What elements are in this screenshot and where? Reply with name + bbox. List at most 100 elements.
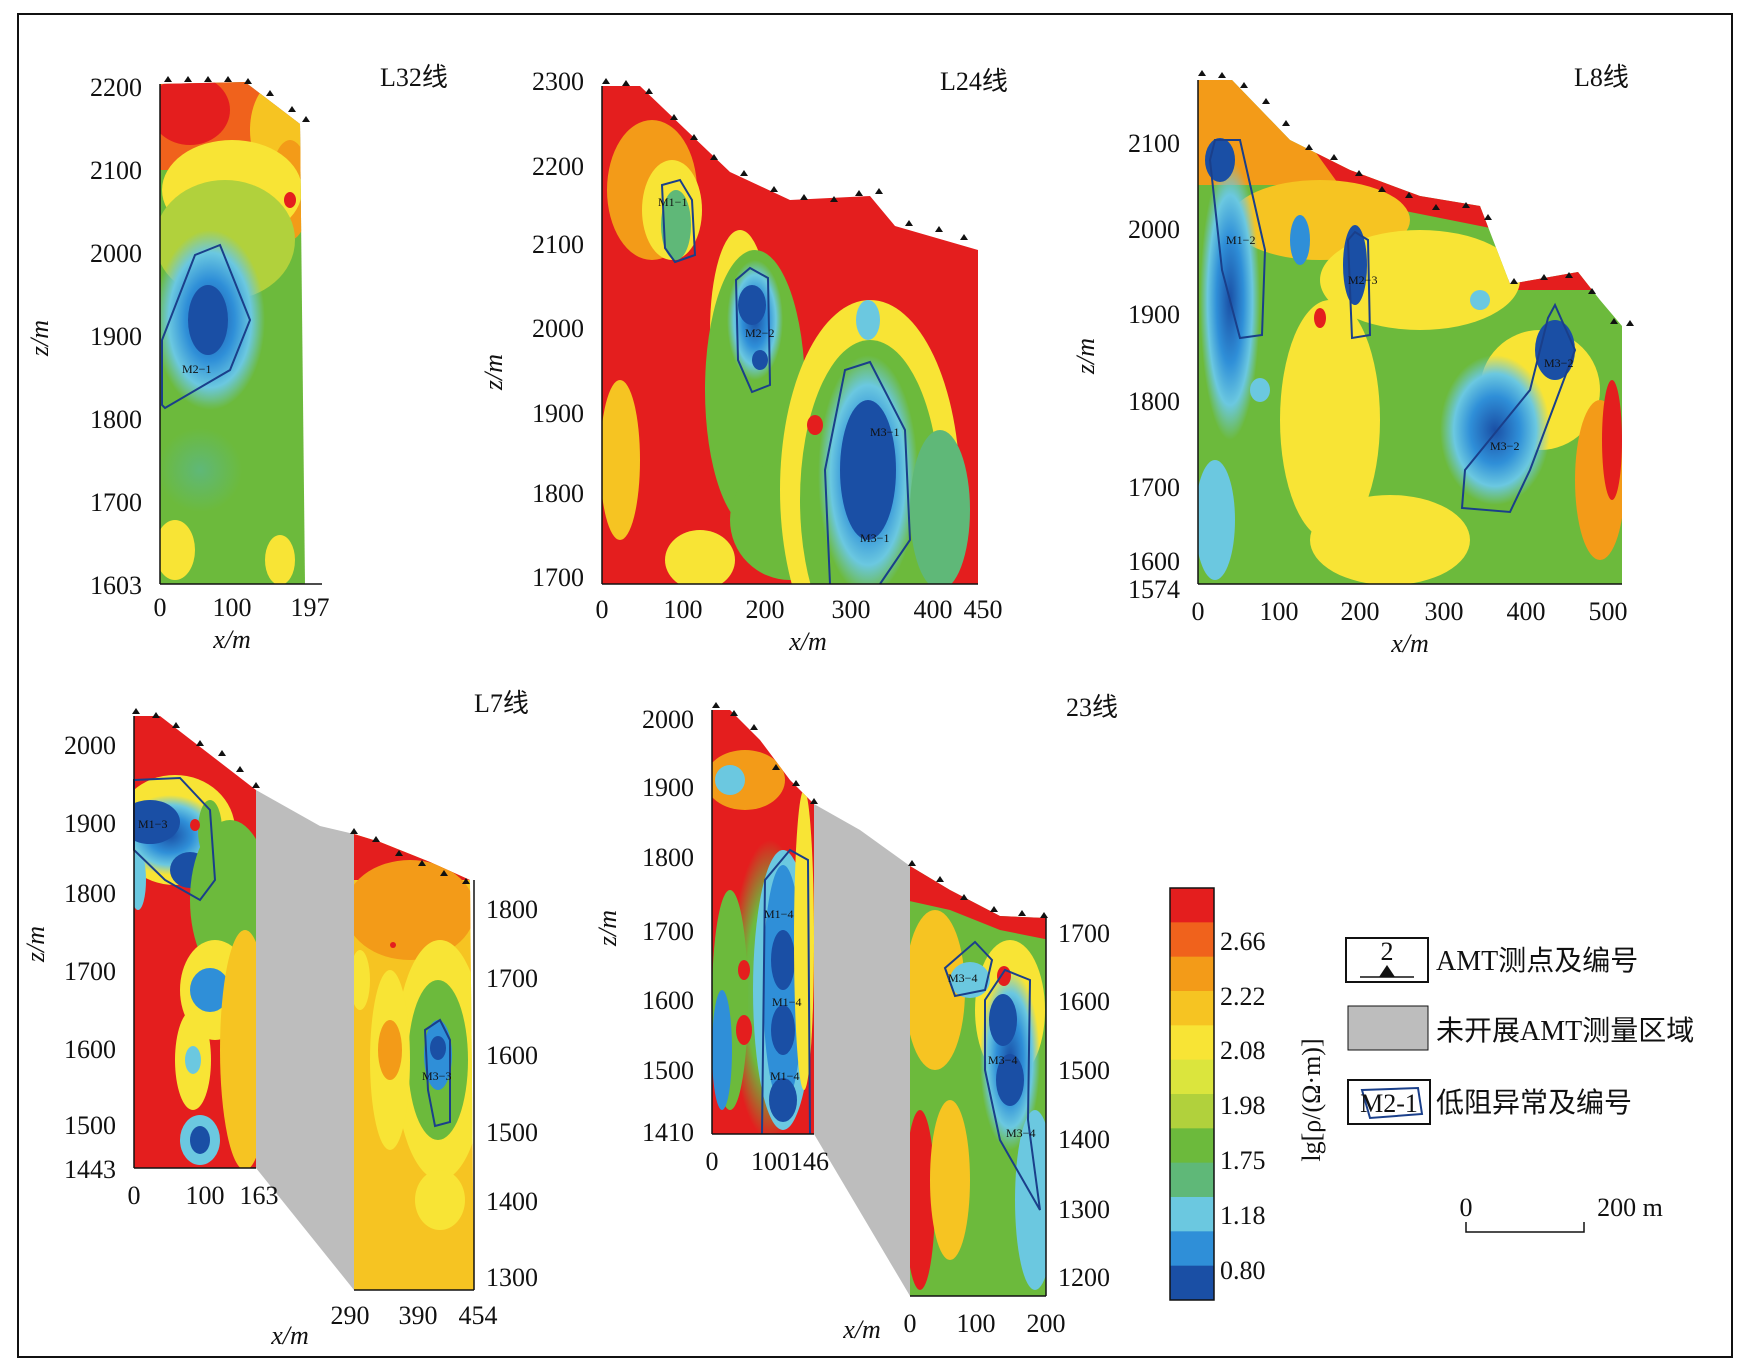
23-title: 23线 bbox=[1066, 693, 1118, 722]
unsurveyed-area bbox=[814, 804, 910, 1296]
station-markers bbox=[164, 76, 310, 122]
colorbar-frame bbox=[1169, 887, 1215, 1301]
anomaly-label-m2-1: M2−1 bbox=[182, 362, 211, 376]
23-right-section-image bbox=[910, 866, 1046, 1296]
z-tick: 1443 bbox=[64, 1155, 116, 1184]
anomaly-label-m3-1: M3−1 bbox=[870, 425, 899, 439]
z-tick: 1800 bbox=[90, 405, 142, 434]
l32-title: L32线 bbox=[380, 63, 448, 92]
z-tick: 1700 bbox=[642, 917, 694, 946]
z-tick: 2100 bbox=[1128, 129, 1180, 158]
z-tick: 1400 bbox=[486, 1187, 538, 1216]
x-tick: 290 bbox=[331, 1301, 370, 1330]
colorbar-tick: 1.18 bbox=[1220, 1201, 1266, 1230]
scale-bar: 0 200 m bbox=[1460, 1193, 1663, 1233]
z-tick: 1900 bbox=[532, 399, 584, 428]
z-tick: 1900 bbox=[642, 773, 694, 802]
colorbar-cell bbox=[1170, 1025, 1214, 1061]
l7-left-section-image bbox=[134, 716, 256, 1168]
l24-section-image bbox=[602, 86, 978, 584]
23-left-section-image bbox=[712, 710, 814, 1134]
x-tick: 163 bbox=[240, 1181, 279, 1210]
z-tick: 1300 bbox=[486, 1263, 538, 1292]
z-tick: 2000 bbox=[64, 731, 116, 760]
legend-gray-text: 未开展AMT测量区域 bbox=[1436, 1015, 1694, 1047]
l32-z-label: z/m bbox=[25, 320, 54, 357]
anomaly-outline-m1-4 bbox=[761, 848, 811, 1135]
23-right-z-ticks: 1700 1600 1500 1400 1300 1200 bbox=[1058, 919, 1110, 1292]
l7-title: L7线 bbox=[474, 689, 529, 718]
x-tick: 454 bbox=[459, 1301, 498, 1330]
z-tick: 1574 bbox=[1128, 575, 1180, 604]
colorbar-tick: 2.08 bbox=[1220, 1036, 1266, 1065]
anomaly-label-m3-2: M3−2 bbox=[1544, 356, 1573, 370]
legend-anomaly-code: M2-1 bbox=[1360, 1089, 1418, 1118]
colorbar-cell bbox=[1170, 922, 1214, 958]
z-tick: 1600 bbox=[64, 1035, 116, 1064]
x-tick: 100 bbox=[664, 595, 703, 624]
anomaly-label-m3-3: M3−3 bbox=[422, 1069, 451, 1083]
z-tick: 1700 bbox=[532, 563, 584, 592]
z-tick: 1600 bbox=[642, 986, 694, 1015]
anomaly-label-m1-3: M1−3 bbox=[138, 817, 167, 831]
x-tick: 300 bbox=[1425, 597, 1464, 626]
station-markers bbox=[712, 702, 1048, 918]
anomaly-label-m3-4: M3−4 bbox=[948, 971, 977, 985]
z-tick: 1500 bbox=[642, 1056, 694, 1085]
x-tick: 200 bbox=[1341, 597, 1380, 626]
legend: 2 AMT测点及编号 未开展AMT测量区域 M2-1 低阻异常及编号 0 200… bbox=[1345, 937, 1694, 1233]
l7-right-z-ticks: 1800 1700 1600 1500 1400 1300 bbox=[486, 895, 538, 1292]
l8-title: L8线 bbox=[1574, 63, 1629, 92]
z-tick: 1700 bbox=[64, 957, 116, 986]
anomaly-outline-m2-2 bbox=[734, 266, 772, 394]
z-tick: 1600 bbox=[486, 1041, 538, 1070]
x-tick: 100146 bbox=[751, 1147, 829, 1176]
l32-x-ticks: 0 100 197 bbox=[154, 593, 330, 622]
z-tick: 1700 bbox=[486, 964, 538, 993]
colorbar-cell bbox=[1170, 991, 1214, 1026]
x-tick: 0 bbox=[154, 593, 167, 622]
x-tick: 100 bbox=[1260, 597, 1299, 626]
anomaly-outline-m3-4a bbox=[943, 940, 994, 998]
z-tick: 1500 bbox=[486, 1118, 538, 1147]
x-tick: 450 bbox=[964, 595, 1003, 624]
z-tick: 2000 bbox=[642, 705, 694, 734]
z-tick: 1600 bbox=[1128, 547, 1180, 576]
anomaly-label-m3-4: M3−4 bbox=[1006, 1126, 1035, 1140]
legend-station-text: AMT测点及编号 bbox=[1436, 945, 1638, 977]
scale-right-label: 200 m bbox=[1597, 1193, 1663, 1222]
anomaly-label-m1-2: M1−2 bbox=[1226, 233, 1255, 247]
x-tick: 0 bbox=[904, 1309, 917, 1338]
colorbar-cell bbox=[1170, 1231, 1214, 1267]
anomaly-label-m3-4: M3−4 bbox=[988, 1053, 1017, 1067]
x-tick: 400 bbox=[1507, 597, 1546, 626]
l24-z-ticks: 2300 2200 2100 2000 1900 1800 1700 bbox=[532, 67, 584, 592]
l8-x-ticks: 0 100 200 300 400 500 bbox=[1192, 597, 1628, 626]
anomaly-outline-m1-1 bbox=[660, 178, 697, 264]
colorbar-ticks: 2.66 2.22 2.08 1.98 1.75 1.18 0.80 bbox=[1220, 927, 1266, 1285]
colorbar: 2.66 2.22 2.08 1.98 1.75 1.18 0.80 lg[ρ/… bbox=[1169, 887, 1326, 1301]
panel-23: M1−4 M1−4 M1−4 M3−4 M3−4 M3−4 2000 1900 … bbox=[593, 693, 1118, 1344]
x-tick: 400 bbox=[914, 595, 953, 624]
l8-section-image bbox=[1198, 80, 1622, 584]
colorbar-cell bbox=[1170, 1128, 1214, 1164]
anomaly-label-m1-4: M1−4 bbox=[772, 995, 801, 1009]
anomaly-label-m3-1: M3−1 bbox=[860, 531, 889, 545]
colorbar-cell bbox=[1170, 1059, 1214, 1095]
x-tick: 100 bbox=[186, 1181, 225, 1210]
x-tick: 0 bbox=[706, 1147, 719, 1176]
z-tick: 2300 bbox=[532, 67, 584, 96]
colorbar-tick: 1.98 bbox=[1220, 1091, 1266, 1120]
station-markers bbox=[602, 78, 968, 240]
anomaly-label-m3-2: M3−2 bbox=[1490, 439, 1519, 453]
x-tick: 0 bbox=[128, 1181, 141, 1210]
colorbar-cell bbox=[1170, 1094, 1214, 1129]
panel-l24: M1−1 M2−2 M3−1 M3−1 2300 2200 2100 2000 … bbox=[479, 67, 1008, 656]
23-left-z-ticks: 2000 1900 1800 1700 1600 1500 1410 bbox=[642, 705, 694, 1147]
l32-x-label: x/m bbox=[212, 625, 251, 654]
z-tick: 2200 bbox=[532, 152, 584, 181]
anomaly-label-m2-2: M2−2 bbox=[745, 326, 774, 340]
panel-l32: M2−1 2200 2100 2000 1900 1800 1700 1603 … bbox=[25, 63, 448, 654]
z-tick: 2000 bbox=[1128, 215, 1180, 244]
colorbar-cell bbox=[1170, 888, 1214, 923]
